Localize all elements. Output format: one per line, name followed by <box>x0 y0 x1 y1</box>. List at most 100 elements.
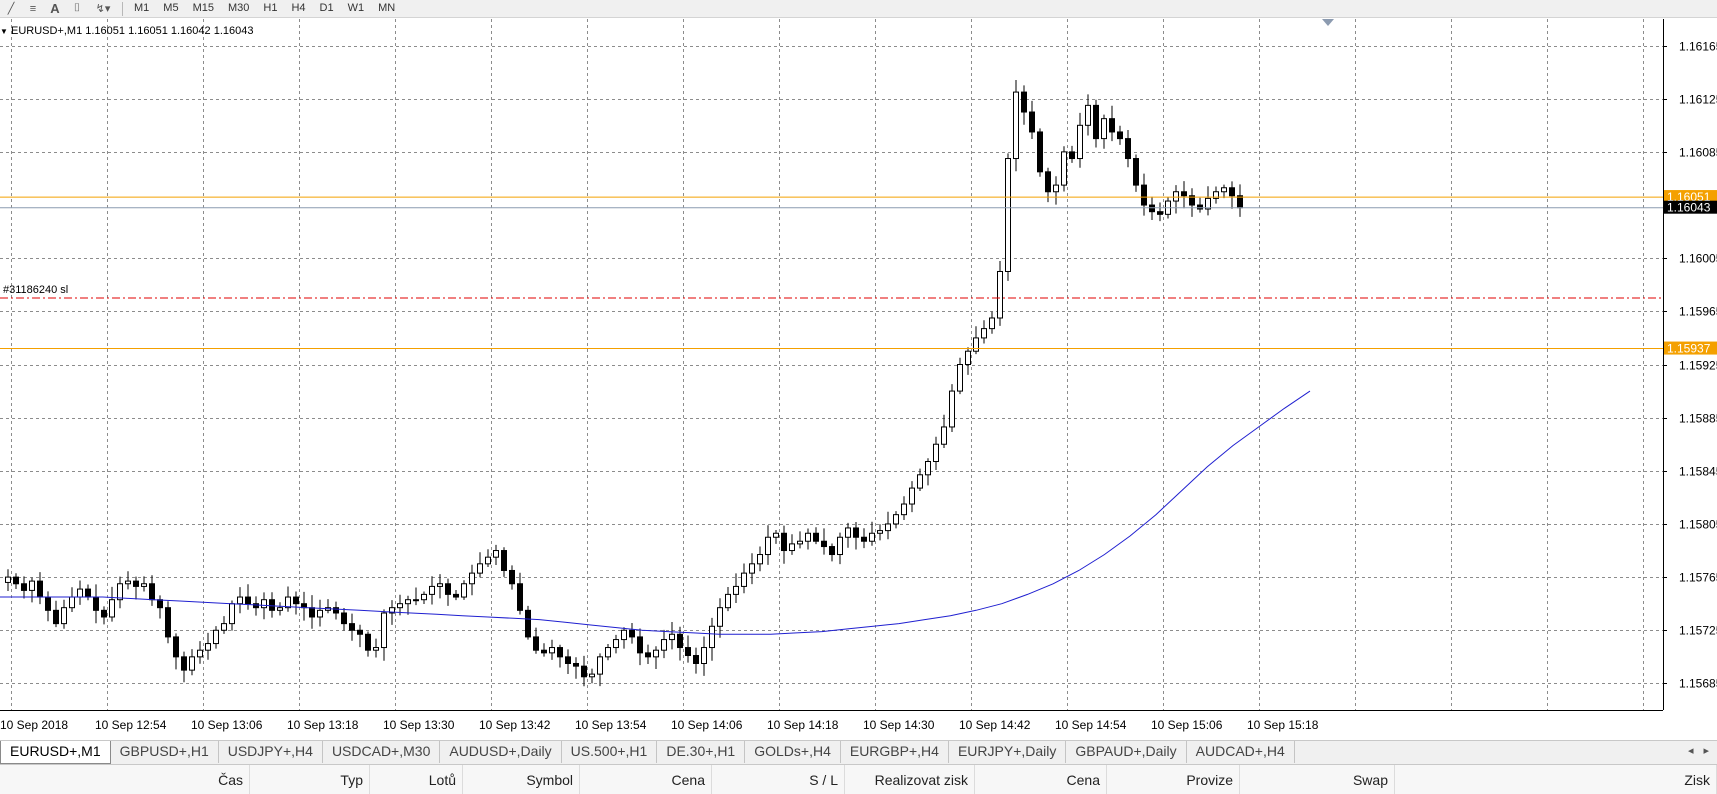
candle-bull <box>61 607 67 625</box>
tab-golds-h4[interactable]: GOLDs+,H4 <box>745 741 841 763</box>
candle-bull <box>653 649 659 658</box>
candle-bull <box>389 607 395 614</box>
candle-bull <box>989 317 995 330</box>
tab-audusd-daily[interactable]: AUDUSD+,Daily <box>440 741 562 763</box>
candle-bear <box>637 636 643 654</box>
candle-bear <box>101 609 107 618</box>
tab-gbpusd-h1[interactable]: GBPUSD+,H1 <box>111 741 219 763</box>
candle-bull <box>837 536 843 556</box>
fibonacci-icon[interactable]: ≡ <box>29 2 37 15</box>
candle-bear <box>341 612 347 625</box>
candle-bull <box>69 596 75 609</box>
candle-bull <box>885 523 891 532</box>
label-icon[interactable]: ⌷ <box>73 2 81 14</box>
candle-bull <box>1061 151 1067 186</box>
arrows-icon[interactable]: ↯▾ <box>95 3 111 15</box>
timeframe-w1[interactable]: W1 <box>347 1 365 14</box>
price-label: 1.16085 <box>1679 146 1717 160</box>
column-header-8[interactable]: Cena <box>975 765 1107 794</box>
tab-gbpaud-daily[interactable]: GBPAUD+,Daily <box>1066 741 1187 763</box>
candle-bear <box>1189 195 1195 206</box>
tab-eurgbp-h4[interactable]: EURGBP+,H4 <box>841 741 949 763</box>
timeframe-mn[interactable]: MN <box>378 1 396 14</box>
current-price-badge: 1.16043 <box>1667 201 1711 215</box>
candle-bull <box>917 474 923 489</box>
candle-bull <box>957 364 963 392</box>
candle-bear <box>1157 211 1163 215</box>
column-header-10[interactable]: Swap <box>1240 765 1395 794</box>
chart-area[interactable]: 1.16165 1.16125 1.16085 1.16005 1.15965 1.159… <box>0 19 1717 740</box>
candle-bull <box>1013 91 1019 160</box>
candle-bull <box>933 443 939 463</box>
tab-usdjpy-h4[interactable]: USDJPY+,H4 <box>219 741 323 763</box>
candle-bear <box>21 583 27 591</box>
column-header-3[interactable]: Lotů <box>370 765 463 794</box>
tab-scroll-left-icon[interactable]: ◂ <box>1687 745 1694 757</box>
candle-bear <box>821 540 827 548</box>
timeframe-m5[interactable]: M5 <box>163 1 179 14</box>
candle-bull <box>277 607 283 611</box>
candle-bull <box>1173 191 1179 202</box>
column-header-7[interactable]: Realizovat zisk <box>845 765 975 794</box>
candle-bear <box>1197 204 1203 210</box>
timeframe-d1[interactable]: D1 <box>319 1 334 14</box>
candle-bear <box>245 596 251 605</box>
price-axis-panel <box>1663 19 1717 740</box>
column-header-5[interactable]: Cena <box>580 765 712 794</box>
period-separator-icon[interactable]: ╱ <box>7 3 15 15</box>
candle-bear <box>1093 104 1099 140</box>
time-label: 10 Sep 13:06 <box>191 718 263 732</box>
candle-bear <box>557 647 563 658</box>
column-header-11[interactable]: Zisk <box>1395 765 1717 794</box>
timeframe-m30[interactable]: M30 <box>227 1 250 14</box>
column-header-4[interactable]: Symbol <box>463 765 580 794</box>
tab-eurjpy-daily[interactable]: EURJPY+,Daily <box>949 741 1067 763</box>
tab-eurusd-m1[interactable]: EURUSD+,M1 <box>0 741 111 764</box>
price-label: 1.15845 <box>1679 465 1717 479</box>
timeframe-m15[interactable]: M15 <box>192 1 214 14</box>
chart-header: ▼ EURUSD+,M1 1.16051 1.16051 1.16042 1.1… <box>0 25 253 37</box>
tab-audcad-h4[interactable]: AUDCAD+,H4 <box>1187 741 1295 763</box>
candle-bull <box>477 563 483 574</box>
column-header-9[interactable]: Provize <box>1107 765 1240 794</box>
candle-bull <box>709 625 715 649</box>
candle-bear <box>309 607 315 618</box>
text-icon[interactable]: A <box>50 1 60 16</box>
column-header-2[interactable]: Typ <box>250 765 370 794</box>
terminal-header: Čas Typ Lotů Symbol Cena S / L Realizovat zisk… <box>0 764 1717 794</box>
candle-bear <box>541 649 547 654</box>
candle-bull <box>717 607 723 627</box>
tab-de-30-h1[interactable]: DE.30+,H1 <box>657 741 746 763</box>
time-label: 10 Sep 14:54 <box>1055 718 1127 732</box>
tab-scroll-right-icon[interactable]: ▸ <box>1703 745 1709 757</box>
candle-bull <box>1085 104 1091 126</box>
collapse-triangle-icon[interactable]: ▼ <box>0 27 8 36</box>
time-label: 10 Sep 14:42 <box>959 718 1031 732</box>
candle-bull <box>789 543 795 552</box>
candle-bull <box>973 337 979 352</box>
candle-bull <box>901 503 907 516</box>
candle-bear <box>629 629 635 638</box>
candle-bear <box>269 599 275 611</box>
candle-bull <box>189 656 195 671</box>
toolbar: ╱ ≡ A ⌷ ↯▾ M1 M5 M15 M30 H1 H4 D1 W1 MN <box>0 0 1717 18</box>
candle-bear <box>165 607 171 638</box>
candle-bear <box>1021 91 1027 113</box>
column-header-6[interactable]: S / L <box>712 765 845 794</box>
chart-shift-marker <box>1322 19 1334 26</box>
price-chart[interactable]: 1.16165 1.16125 1.16085 1.16005 1.15965 1.159… <box>0 19 1717 740</box>
candle-bull <box>213 629 219 645</box>
tab-usdcad-m30[interactable]: USDCAD+,M30 <box>323 741 441 763</box>
candle-bull <box>1005 158 1011 272</box>
candle-bear <box>1037 131 1043 173</box>
candle-bear <box>85 588 91 598</box>
timeframe-h4[interactable]: H4 <box>291 1 306 14</box>
candle-bull <box>597 656 603 675</box>
column-header-1[interactable]: Čas <box>0 765 250 794</box>
timeframe-m1[interactable]: M1 <box>134 1 150 14</box>
timeframe-h1[interactable]: H1 <box>263 1 278 14</box>
candle-bear <box>693 655 699 664</box>
candle-bull <box>125 580 131 585</box>
tab-us-500-h1[interactable]: US.500+,H1 <box>562 741 658 763</box>
candle-bull <box>893 514 899 525</box>
